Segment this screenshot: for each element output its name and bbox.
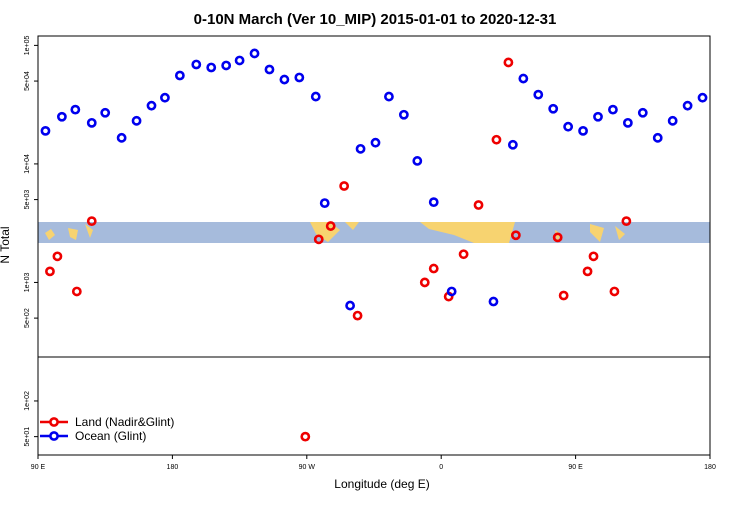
chart-title: 0-10N March (Ver 10_MIP) 2015-01-01 to 2… xyxy=(194,11,557,28)
point xyxy=(52,251,63,262)
x-axis-label: Longitude (deg E) xyxy=(334,477,429,491)
point xyxy=(325,221,336,231)
point xyxy=(652,132,663,143)
y-axis-label: N Total xyxy=(0,226,12,263)
point xyxy=(319,198,330,209)
y-tick-label: 1e+03 xyxy=(24,273,31,293)
point xyxy=(279,74,290,85)
point xyxy=(507,139,518,150)
point xyxy=(70,104,81,115)
point xyxy=(552,232,563,243)
point xyxy=(446,286,457,297)
point xyxy=(428,197,439,208)
point xyxy=(339,181,350,191)
point xyxy=(131,115,142,126)
y-tick-label: 5e+03 xyxy=(24,190,31,210)
point xyxy=(588,251,599,262)
point xyxy=(558,290,569,301)
point xyxy=(116,132,127,143)
point xyxy=(355,143,366,154)
point xyxy=(697,92,708,103)
x-tick-label: 0 xyxy=(439,464,443,471)
y-tick-label: 1e+02 xyxy=(24,391,31,411)
legend-marker xyxy=(49,417,59,427)
point xyxy=(40,125,51,136)
map-band xyxy=(38,222,710,243)
point xyxy=(608,104,618,115)
point xyxy=(582,266,593,277)
point xyxy=(300,431,311,442)
point xyxy=(510,230,521,241)
point xyxy=(563,121,574,132)
point xyxy=(345,300,356,311)
point xyxy=(533,89,544,100)
point xyxy=(370,137,381,148)
x-tick-label: 180 xyxy=(167,464,179,471)
point xyxy=(518,73,529,84)
y-tick-label: 5e+02 xyxy=(24,308,31,328)
x-tick-label: 90 W xyxy=(299,464,316,471)
point xyxy=(412,156,423,166)
point xyxy=(621,216,632,227)
x-tick-label: 180 xyxy=(704,464,716,471)
point xyxy=(503,57,514,68)
point xyxy=(428,263,439,274)
point xyxy=(667,115,678,126)
ocean-band xyxy=(38,222,710,243)
y-tick-label: 5e+04 xyxy=(24,71,31,91)
point xyxy=(234,55,245,66)
point xyxy=(206,62,217,73)
point xyxy=(548,103,559,114)
y-tick-label: 1e+05 xyxy=(24,35,31,55)
point xyxy=(100,107,111,118)
point xyxy=(609,286,620,297)
point xyxy=(86,117,97,128)
point xyxy=(310,91,321,102)
point xyxy=(160,92,170,103)
legend-marker xyxy=(49,431,59,441)
point xyxy=(191,59,202,70)
point xyxy=(249,48,260,59)
point xyxy=(622,117,633,128)
point xyxy=(264,64,275,75)
point xyxy=(593,111,603,122)
point xyxy=(294,72,305,83)
point xyxy=(398,109,409,120)
point xyxy=(221,60,232,71)
point xyxy=(174,70,185,81)
y-tick-label: 1e+04 xyxy=(24,154,31,174)
legend: Land (Nadir&Glint)Ocean (Glint) xyxy=(40,415,174,443)
point xyxy=(146,100,157,111)
point xyxy=(637,107,648,118)
point xyxy=(45,266,55,277)
land-shape xyxy=(45,222,625,243)
point xyxy=(313,234,324,245)
point xyxy=(384,91,394,102)
point xyxy=(86,216,97,227)
point xyxy=(488,296,499,307)
point xyxy=(419,277,430,288)
point xyxy=(56,111,67,122)
point xyxy=(71,286,82,297)
x-tick-label: 90 E xyxy=(568,464,583,471)
y-tick-label: 5e+01 xyxy=(24,427,31,447)
plot-frame xyxy=(37,35,711,456)
point xyxy=(682,100,693,111)
point xyxy=(352,310,363,321)
legend-label: Ocean (Glint) xyxy=(75,429,146,443)
x-tick-label: 90 E xyxy=(31,464,46,471)
point xyxy=(458,249,469,260)
point xyxy=(578,125,588,136)
legend-label: Land (Nadir&Glint) xyxy=(75,415,174,429)
point xyxy=(473,200,484,210)
point xyxy=(491,134,502,145)
